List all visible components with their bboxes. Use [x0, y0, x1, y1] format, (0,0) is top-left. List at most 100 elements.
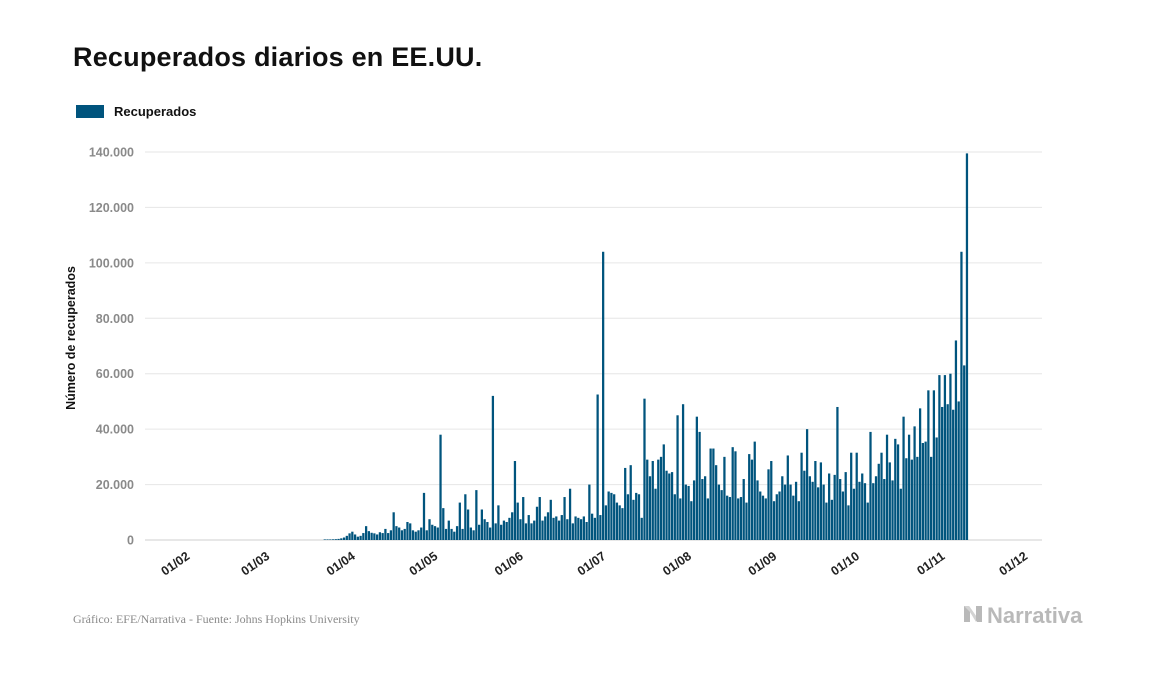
- bar: [938, 375, 941, 540]
- bar: [902, 416, 905, 540]
- bar: [941, 406, 944, 540]
- y-tick-label: 40.000: [96, 423, 134, 437]
- bar: [522, 497, 525, 540]
- bar: [866, 502, 869, 540]
- bar: [924, 441, 927, 540]
- bar: [734, 451, 737, 540]
- bar: [646, 459, 649, 540]
- bar: [907, 434, 911, 540]
- bar: [778, 491, 781, 540]
- bar: [406, 521, 409, 540]
- bar: [359, 535, 362, 540]
- bar: [635, 492, 638, 540]
- brand-name: Narrativa: [987, 603, 1083, 628]
- bar: [888, 462, 891, 540]
- bar: [356, 536, 359, 540]
- bar: [659, 456, 663, 540]
- bar: [447, 520, 450, 540]
- bar: [403, 528, 406, 540]
- bar: [579, 519, 583, 540]
- bar: [483, 519, 486, 540]
- bar: [395, 526, 398, 540]
- bar: [690, 501, 693, 540]
- bar: [455, 526, 459, 540]
- bar: [822, 484, 825, 540]
- bar: [453, 531, 456, 540]
- bar: [916, 456, 919, 540]
- bar: [949, 373, 952, 540]
- bar: [808, 476, 811, 540]
- bar: [618, 505, 621, 540]
- bar: [767, 469, 770, 540]
- bar: [466, 509, 470, 540]
- bar: [533, 520, 536, 540]
- bar: [695, 416, 698, 540]
- bar: [566, 519, 569, 540]
- bar: [555, 516, 558, 540]
- bar: [668, 473, 671, 540]
- bar: [681, 404, 685, 540]
- bar: [582, 516, 585, 540]
- bar: [723, 456, 726, 540]
- bar: [387, 533, 390, 540]
- bar: [745, 502, 748, 540]
- bar: [692, 480, 696, 540]
- bar: [436, 527, 439, 540]
- bar: [331, 539, 335, 540]
- bar: [422, 492, 426, 540]
- bar: [637, 494, 641, 540]
- bar: [792, 495, 795, 540]
- bar: [874, 476, 878, 540]
- bar: [781, 476, 784, 540]
- bar: [502, 520, 506, 540]
- bar: [670, 472, 674, 540]
- bar: [651, 461, 654, 540]
- bar: [571, 523, 574, 540]
- bar: [491, 395, 495, 540]
- bar: [362, 533, 365, 540]
- bar: [370, 532, 373, 540]
- bar: [753, 441, 756, 540]
- bar: [783, 484, 787, 540]
- bar: [877, 463, 880, 540]
- bar: [431, 524, 434, 540]
- bar: [742, 479, 745, 540]
- bar: [557, 520, 561, 540]
- bar: [500, 524, 503, 540]
- bar: [428, 519, 431, 540]
- bar: [861, 473, 864, 540]
- bar: [398, 527, 401, 540]
- bar: [960, 251, 963, 540]
- bar: [494, 523, 497, 540]
- bar: [684, 484, 687, 540]
- bar: [624, 467, 627, 540]
- bar: [756, 480, 759, 540]
- bar: [607, 491, 610, 540]
- x-tick-label: 01/12: [997, 549, 1031, 578]
- bar: [927, 390, 930, 540]
- bar: [894, 438, 897, 540]
- bar: [376, 534, 379, 540]
- bar: [797, 501, 800, 540]
- bar: [717, 484, 721, 540]
- y-tick-label: 0: [127, 534, 134, 548]
- bar: [458, 502, 461, 540]
- legend: Recuperados: [76, 104, 196, 119]
- bar: [541, 520, 544, 540]
- bar: [770, 461, 773, 540]
- bar: [715, 465, 718, 540]
- bar: [921, 443, 924, 540]
- bar: [392, 512, 395, 540]
- bar: [329, 539, 332, 540]
- bar: [676, 415, 679, 540]
- bar: [546, 512, 550, 540]
- bar: [417, 530, 420, 540]
- bar: [648, 476, 652, 540]
- bar: [657, 459, 660, 540]
- bar: [737, 498, 740, 540]
- bar: [411, 530, 415, 540]
- bar: [772, 501, 776, 540]
- y-tick-label: 120.000: [89, 201, 134, 215]
- bar: [932, 390, 936, 540]
